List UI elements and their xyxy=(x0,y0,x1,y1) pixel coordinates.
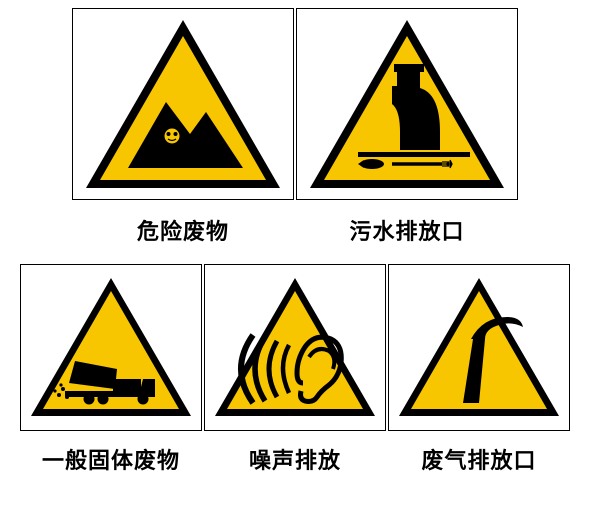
sign-label: 一般固体废物 xyxy=(42,443,180,475)
row-1: 危险废物 污水排放口 xyxy=(0,0,590,246)
dump-truck-icon xyxy=(25,273,197,423)
noise-ear-icon xyxy=(209,273,381,423)
hazardous-waste-icon xyxy=(78,14,288,194)
row-2: 一般固体废物 xyxy=(0,246,590,475)
warning-signs-grid: 危险废物 污水排放口 xyxy=(0,0,590,518)
sign-label: 噪声排放 xyxy=(249,443,341,475)
sign-label: 废气排放口 xyxy=(421,443,536,475)
sign-general-solid-waste: 一般固体废物 xyxy=(20,264,202,475)
sign-frame xyxy=(72,8,294,200)
sign-frame xyxy=(388,264,570,431)
sign-noise-emission: 噪声排放 xyxy=(204,264,386,475)
sign-label: 危险废物 xyxy=(137,214,229,246)
sign-sewage-outlet: 污水排放口 xyxy=(296,8,518,246)
chimney-smoke-icon xyxy=(393,273,565,423)
sign-frame xyxy=(20,264,202,431)
sign-hazardous-waste: 危险废物 xyxy=(72,8,294,246)
sign-exhaust-outlet: 废气排放口 xyxy=(388,264,570,475)
sign-label: 污水排放口 xyxy=(349,214,464,246)
sign-frame xyxy=(296,8,518,200)
sewage-outlet-icon xyxy=(302,14,512,194)
sign-frame xyxy=(204,264,386,431)
